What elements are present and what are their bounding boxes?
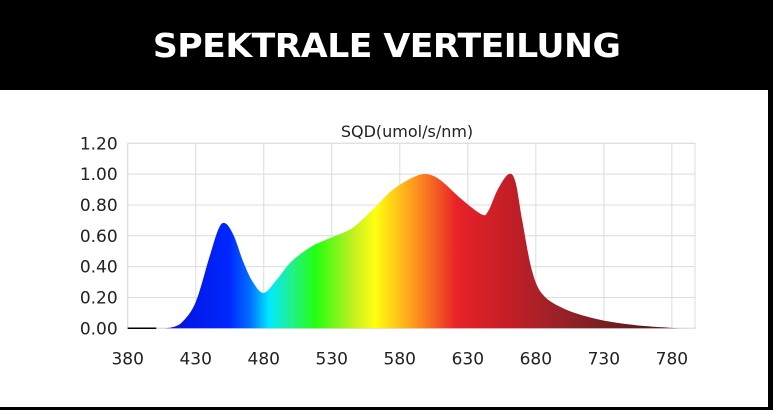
- y-tick-label: 0.00: [80, 319, 118, 339]
- y-tick-label: 0.80: [80, 196, 118, 216]
- y-tick-label: 1.20: [80, 134, 118, 154]
- y-tick-label: 0.60: [80, 227, 118, 247]
- y-tick-label: 0.20: [80, 288, 118, 308]
- chart-title: SQD(umol/s/nm): [341, 122, 473, 141]
- x-tick-label: 630: [452, 349, 484, 369]
- x-tick-label: 680: [520, 349, 552, 369]
- x-tick-label: 380: [111, 349, 143, 369]
- x-tick-label: 580: [384, 349, 416, 369]
- x-tick-label: 780: [656, 349, 688, 369]
- spectrum-chart: 380 430 480 530 580 630 680 730 780 0.00 0.20 0.40…: [80, 122, 696, 369]
- y-tick-label: 1.00: [80, 165, 118, 185]
- spectrum-area: [163, 173, 683, 329]
- x-tick-label: 430: [179, 349, 211, 369]
- page-title: SPEKTRALE VERTEILUNG: [152, 25, 621, 65]
- x-ticks: 380 430 480 530 580 630 680 730 780: [111, 349, 688, 369]
- chart-panel: 380 430 480 530 580 630 680 730 780 0.00 0.20 0.40…: [0, 90, 768, 407]
- x-tick-label: 730: [588, 349, 620, 369]
- y-tick-label: 0.40: [80, 258, 118, 278]
- header-bar: SPEKTRALE VERTEILUNG: [0, 0, 773, 90]
- y-ticks: 0.00 0.20 0.40 0.60 0.80 1.00 1.20: [80, 134, 118, 339]
- x-tick-label: 480: [248, 349, 280, 369]
- x-tick-label: 530: [316, 349, 348, 369]
